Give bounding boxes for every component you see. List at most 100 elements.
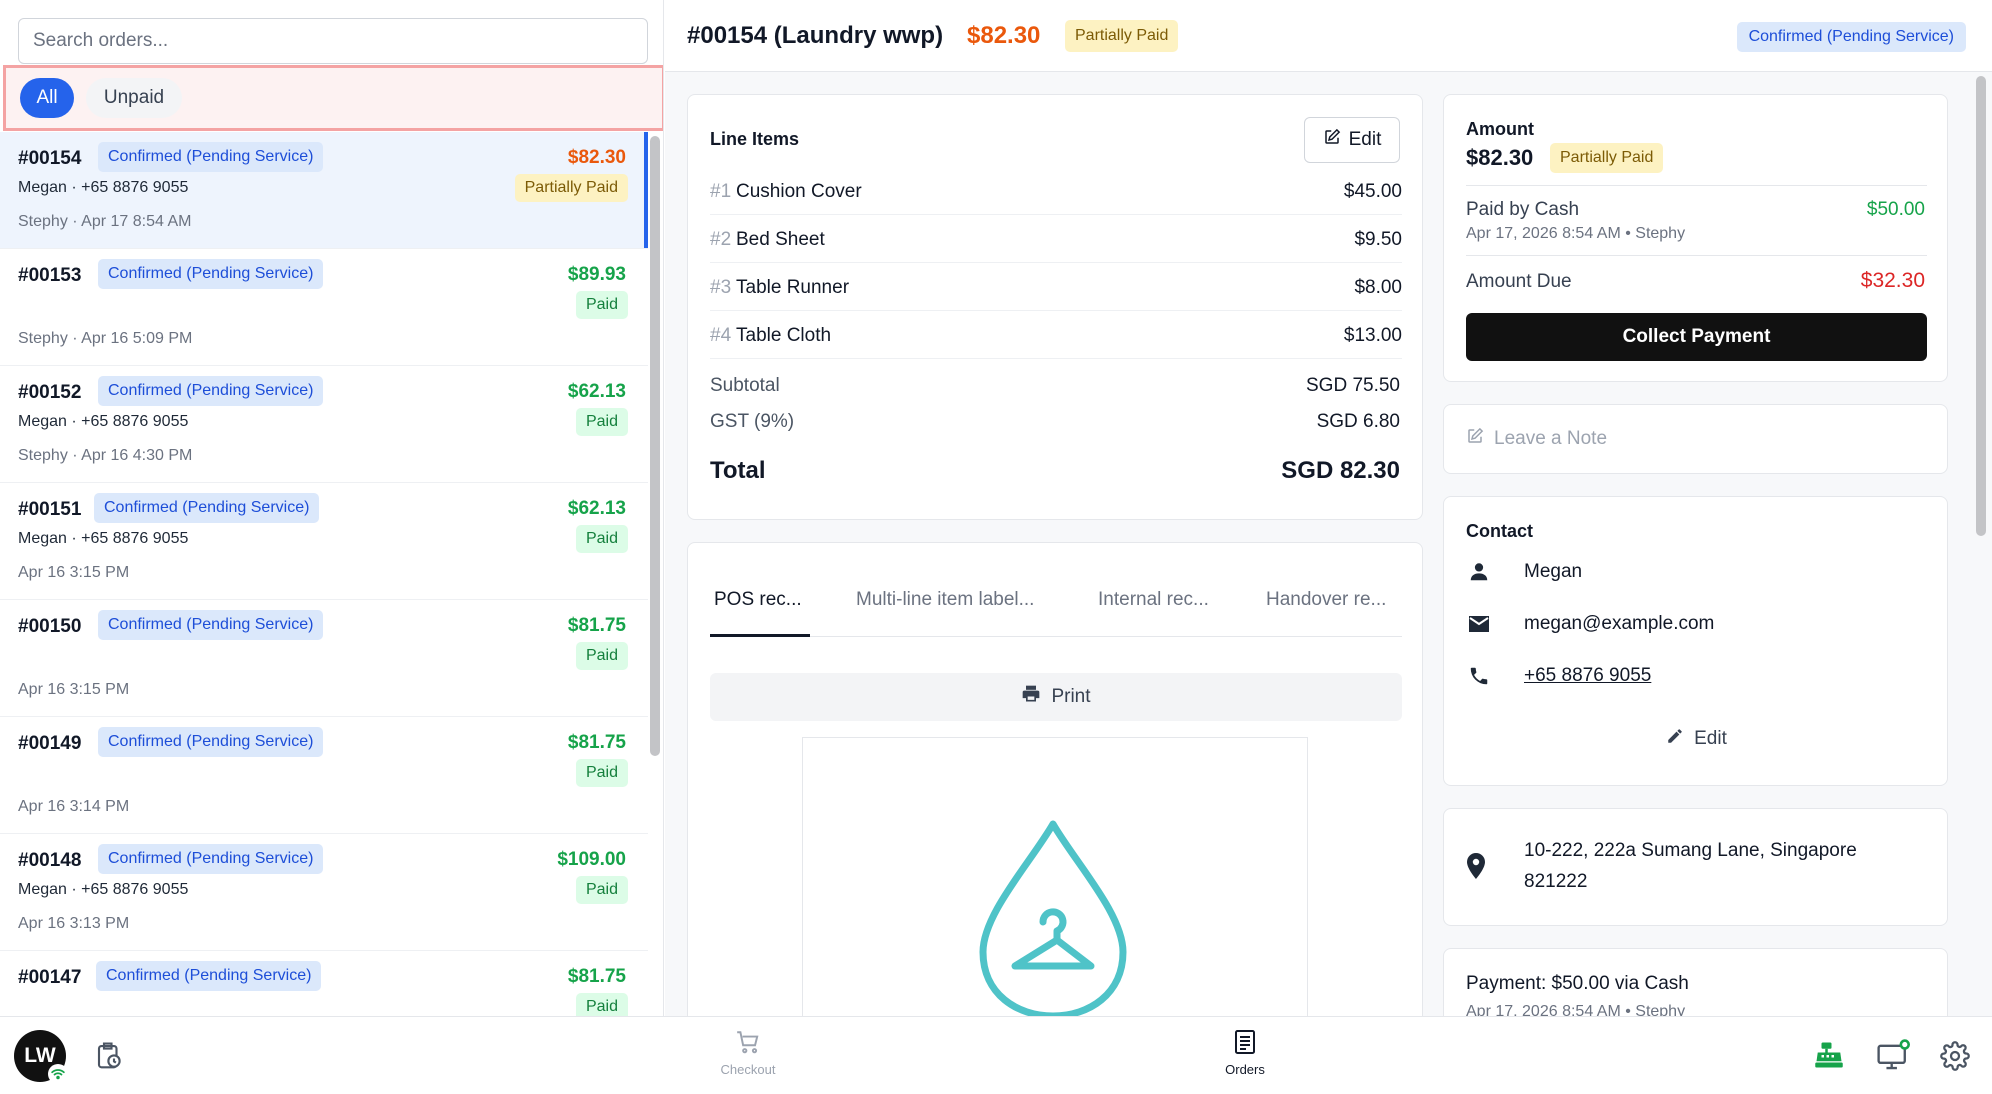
order-row[interactable]: #00150 Confirmed (Pending Service) $81.7… <box>0 600 648 717</box>
search-input[interactable] <box>18 18 648 64</box>
print-button[interactable]: Print <box>710 673 1402 721</box>
tab-handover-receipt[interactable]: Handover re... <box>1266 589 1387 610</box>
line-item-row: #2 Bed Sheet $9.50 <box>710 215 1402 263</box>
order-number: #00148 <box>18 850 82 871</box>
gear-icon[interactable] <box>1940 1041 1970 1076</box>
order-contact: Megan · +65 8876 9055 <box>18 179 189 196</box>
payment-summary: Payment: $50.00 via Cash <box>1466 973 1689 994</box>
phone-icon <box>1466 665 1492 687</box>
divider <box>1466 255 1927 256</box>
laundry-logo-icon <box>971 818 1135 1016</box>
line-item-index: #4 <box>710 325 732 346</box>
order-row[interactable]: #00151 Confirmed (Pending Service) $62.1… <box>0 483 648 600</box>
order-row[interactable]: #00149 Confirmed (Pending Service) $81.7… <box>0 717 648 834</box>
order-meta: Stephy · Apr 16 5:09 PM <box>18 330 193 347</box>
contact-name-row: Megan <box>1466 557 1582 587</box>
payment-badge: Paid <box>575 642 628 670</box>
line-item-index: #1 <box>710 181 732 202</box>
line-item-name: Table Runner <box>736 277 850 298</box>
order-detail-panel: #00154 (Laundry wwp) $82.30 Partially Pa… <box>665 0 1992 1016</box>
receipt-card: POS rec... Multi-line item label... Inte… <box>687 542 1423 1016</box>
note-placeholder: Leave a Note <box>1494 428 1608 449</box>
line-items-title: Line Items <box>710 129 800 149</box>
order-meta: Stephy · Apr 16 4:30 PM <box>18 447 193 464</box>
order-meta: Apr 16 3:15 PM <box>18 564 130 581</box>
order-title: #00154 (Laundry wwp) <box>687 22 944 49</box>
order-number: #00151 <box>18 499 82 520</box>
amount-label: Amount <box>1466 119 1534 139</box>
order-row[interactable]: #00152 Confirmed (Pending Service) $62.1… <box>0 366 648 483</box>
payment-summary-card: Payment: $50.00 via Cash Apr 17, 2026 8:… <box>1443 948 1948 1016</box>
filter-unpaid-button[interactable]: Unpaid <box>86 78 182 118</box>
amount-due-value: $32.30 <box>1860 269 1925 292</box>
status-badge: Confirmed (Pending Service) <box>98 259 324 289</box>
divider <box>1466 185 1927 186</box>
tab-internal-receipt[interactable]: Internal rec... <box>1098 589 1209 610</box>
status-badge: Confirmed (Pending Service) <box>94 493 320 523</box>
leave-note-field[interactable]: Leave a Note <box>1443 404 1948 474</box>
order-row[interactable]: #00148 Confirmed (Pending Service) $109.… <box>0 834 648 951</box>
collect-payment-button[interactable]: Collect Payment <box>1466 313 1927 361</box>
nav-orders-label: Orders <box>1225 1062 1265 1077</box>
payment-badge: Paid <box>575 291 628 319</box>
amount-total: $82.30 <box>1466 145 1534 170</box>
status-badge: Confirmed (Pending Service) <box>98 610 324 640</box>
order-number: #00153 <box>18 265 82 286</box>
contact-phone[interactable]: +65 8876 9055 <box>1524 665 1652 686</box>
gst-label: GST (9%) <box>710 411 795 432</box>
status-badge: Confirmed (Pending Service) <box>96 961 322 991</box>
total-value: SGD 82.30 <box>1281 457 1400 484</box>
location-pin-icon <box>1466 853 1486 884</box>
order-number: #00150 <box>18 616 82 637</box>
order-contact: Megan · +65 8876 9055 <box>18 530 189 547</box>
filter-all-button[interactable]: All <box>20 78 74 118</box>
nav-checkout-label: Checkout <box>720 1062 776 1077</box>
order-row[interactable]: #00153 Confirmed (Pending Service) $89.9… <box>0 249 648 366</box>
detail-scrollbar[interactable] <box>1976 76 1986 536</box>
line-item-price: $9.50 <box>1354 229 1402 250</box>
order-list-panel: All Unpaid #00154 Confirmed (Pending Ser… <box>0 0 664 1016</box>
nav-checkout[interactable]: Checkout <box>688 1029 808 1077</box>
order-row[interactable]: #00154 Confirmed (Pending Service) $82.3… <box>0 132 648 249</box>
display-icon[interactable] <box>1876 1039 1910 1076</box>
history-icon[interactable] <box>94 1041 124 1076</box>
tab-active-indicator <box>710 634 810 637</box>
tab-multi-line-item-label[interactable]: Multi-line item label... <box>856 589 1035 610</box>
total-label: Total <box>710 457 766 484</box>
tab-divider <box>710 636 1402 637</box>
order-row[interactable]: #00147 Confirmed (Pending Service) $81.7… <box>0 951 648 1016</box>
payment-badge: Paid <box>575 759 628 787</box>
order-list: #00154 Confirmed (Pending Service) $82.3… <box>0 132 648 1016</box>
avatar[interactable]: LW <box>14 1030 66 1082</box>
line-item-row: #3 Table Runner $8.00 <box>710 263 1402 311</box>
edit-contact-button[interactable]: Edit <box>1444 727 1949 751</box>
order-number: #00152 <box>18 382 82 403</box>
tab-pos-receipt[interactable]: POS rec... <box>714 589 802 610</box>
contact-name: Megan <box>1524 561 1583 582</box>
subtotal-label: Subtotal <box>710 375 780 396</box>
edit-label: Edit <box>1348 129 1382 150</box>
person-icon <box>1466 561 1492 583</box>
pencil-icon <box>1666 727 1684 751</box>
orders-list-icon <box>1233 1029 1257 1058</box>
amount-card: Amount $82.30 Partially Paid Paid by Cas… <box>1443 94 1948 382</box>
cash-register-icon[interactable] <box>1814 1041 1844 1074</box>
payment-summary-meta: Apr 17, 2026 8:54 AM • Stephy <box>1466 1003 1686 1016</box>
edit-icon <box>1323 128 1341 152</box>
contact-email: megan@example.com <box>1524 613 1715 634</box>
order-list-scrollbar[interactable] <box>650 136 660 756</box>
order-contact: Megan · +65 8876 9055 <box>18 413 189 430</box>
line-item-price: $8.00 <box>1354 277 1402 298</box>
wifi-icon <box>48 1064 68 1084</box>
note-icon <box>1466 427 1484 451</box>
payment-badge: Partially Paid <box>1550 143 1664 173</box>
order-header: #00154 (Laundry wwp) $82.30 Partially Pa… <box>665 0 1992 72</box>
nav-orders[interactable]: Orders <box>1185 1029 1305 1077</box>
status-badge: Confirmed (Pending Service) <box>98 727 324 757</box>
order-meta: Apr 16 3:13 PM <box>18 915 130 932</box>
order-amount: $81.75 <box>567 966 626 987</box>
contact-phone-row[interactable]: +65 8876 9055 <box>1466 661 1651 691</box>
line-item-name: Bed Sheet <box>736 229 825 250</box>
order-number: #00147 <box>18 967 82 988</box>
edit-line-items-button[interactable]: Edit <box>1304 117 1400 163</box>
